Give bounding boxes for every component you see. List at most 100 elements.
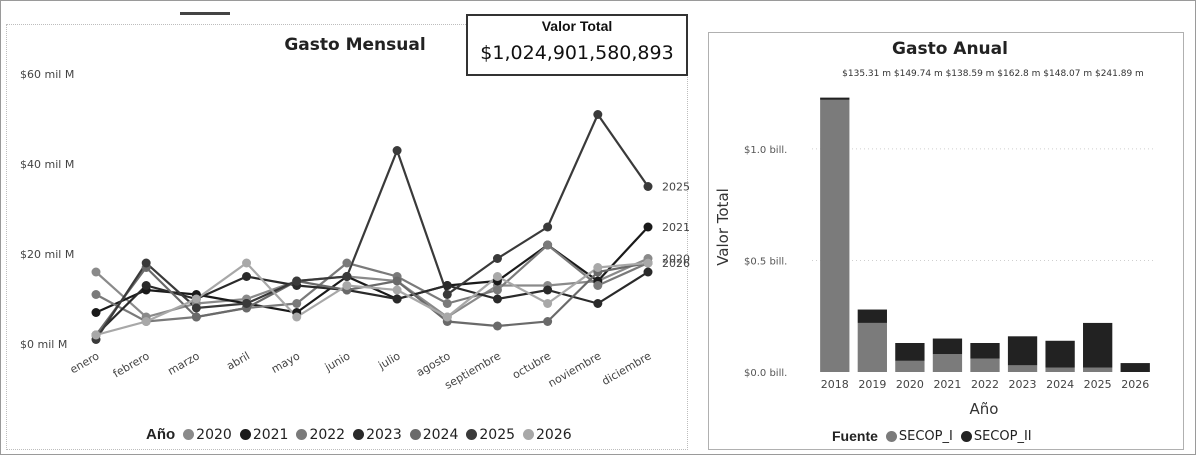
data-point-2024[interactable] <box>392 276 402 286</box>
data-point-2022[interactable] <box>492 285 502 295</box>
legend-item-SECOP_I[interactable]: SECOP_I <box>885 428 953 444</box>
monthly-x-tick: mayo <box>269 349 302 376</box>
bar-SECOP_I-2025[interactable] <box>1083 367 1113 372</box>
bar-SECOP_I-2022[interactable] <box>970 358 1000 372</box>
bar-SECOP_II-2026[interactable] <box>1120 363 1150 372</box>
annual-spending-chart: Gasto Anual $135.31 m $149.74 m $138.59 … <box>714 39 1154 418</box>
annual-x-axis-label: Año <box>970 400 999 418</box>
data-point-2021[interactable] <box>643 222 653 232</box>
series-end-label: 2025 <box>662 181 690 194</box>
monthly-x-tick: octubre <box>510 349 553 381</box>
data-point-2025[interactable] <box>442 290 452 299</box>
series-line-2026[interactable] <box>95 261 649 337</box>
monthly-spending-chart: Gasto Mensual $0 mil M $20 mil M $40 mil M… <box>20 35 690 392</box>
data-point-2025[interactable] <box>643 182 653 191</box>
bar-SECOP_II-2018[interactable] <box>820 97 850 100</box>
data-point-2026[interactable] <box>442 312 452 322</box>
bar-SECOP_I-2023[interactable] <box>1007 365 1038 372</box>
data-point-2025[interactable] <box>191 303 201 313</box>
data-point-2026[interactable] <box>392 285 402 295</box>
bar-SECOP_I-2021[interactable] <box>932 354 963 372</box>
bar-SECOP_II-2023[interactable] <box>1007 336 1038 366</box>
bar-SECOP_I-2018[interactable] <box>820 99 850 372</box>
series-line-2023[interactable] <box>95 271 649 336</box>
bar-SECOP_I-2024[interactable] <box>1045 367 1075 372</box>
annual-y-tick: $0.0 bill. <box>744 368 787 379</box>
data-point-2026[interactable] <box>492 272 502 281</box>
data-point-2024[interactable] <box>492 321 502 331</box>
data-point-2026[interactable] <box>593 263 603 272</box>
data-point-2023[interactable] <box>242 272 252 281</box>
monthly-y-tick: $60 mil M <box>20 68 74 81</box>
bar-SECOP_II-2022[interactable] <box>970 343 1000 359</box>
data-point-2025[interactable] <box>292 276 302 286</box>
data-point-2026[interactable] <box>141 317 151 326</box>
data-point-2023[interactable] <box>543 285 553 295</box>
data-point-2025[interactable] <box>492 254 502 263</box>
focus-mode-handle[interactable] <box>180 12 230 15</box>
legend-item-2021[interactable]: 2021 <box>239 427 288 443</box>
data-point-2023[interactable] <box>392 294 402 304</box>
data-point-2025[interactable] <box>141 258 151 268</box>
bar-SECOP_II-2020[interactable] <box>895 343 925 361</box>
data-point-2026[interactable] <box>543 299 553 308</box>
series-line-2025[interactable] <box>95 112 649 341</box>
data-point-2026[interactable] <box>191 294 201 304</box>
series-line-2022[interactable] <box>95 243 649 323</box>
bar-SECOP_II-2021[interactable] <box>932 338 963 355</box>
legend-item-2024[interactable]: 2024 <box>409 426 459 443</box>
legend-dot-icon <box>960 430 972 442</box>
total-value-card[interactable]: Valor Total $1,024,901,580,893 <box>466 14 688 76</box>
legend-dot-icon <box>353 429 365 440</box>
data-point-2022[interactable] <box>342 258 352 268</box>
monthly-legend: Año 2020 2021 2022 2023 2024 2025 2026 <box>146 426 572 443</box>
legend-item-SECOP_II[interactable]: SECOP_II <box>960 429 1032 444</box>
data-point-2022[interactable] <box>292 299 302 308</box>
monthly-y-tick: $20 mil M <box>20 248 74 261</box>
data-point-2026[interactable] <box>292 312 302 322</box>
data-point-2024[interactable] <box>543 317 553 326</box>
data-point-2026[interactable] <box>91 330 101 340</box>
data-point-2020[interactable] <box>91 267 101 277</box>
data-point-2023[interactable] <box>593 299 603 308</box>
data-point-2026[interactable] <box>643 258 653 268</box>
legend-label: 2020 <box>196 426 232 443</box>
annual-x-tick: 2018 <box>821 378 849 391</box>
legend-label: SECOP_I <box>898 428 953 444</box>
series-line-2020[interactable] <box>95 257 649 319</box>
legend-item-2022[interactable]: 2022 <box>296 427 345 443</box>
data-point-2025[interactable] <box>543 222 553 232</box>
data-point-2022[interactable] <box>442 299 452 308</box>
data-point-2022[interactable] <box>91 290 101 299</box>
series-line-2024[interactable] <box>95 261 649 336</box>
bar-SECOP_II-2025[interactable] <box>1083 322 1113 368</box>
legend-item-2023[interactable]: 2023 <box>353 427 402 443</box>
bar-SECOP_I-2020[interactable] <box>895 360 925 372</box>
data-point-2022[interactable] <box>593 281 603 290</box>
data-point-2021[interactable] <box>91 308 101 317</box>
total-value-title: Valor Total <box>541 18 613 34</box>
data-point-2026[interactable] <box>342 281 352 290</box>
data-point-2023[interactable] <box>141 281 151 290</box>
bar-SECOP_I-2019[interactable] <box>857 322 887 372</box>
data-point-2022[interactable] <box>543 240 553 250</box>
bar-SECOP_II-2024[interactable] <box>1045 340 1075 368</box>
data-point-2025[interactable] <box>392 146 402 155</box>
data-point-2024[interactable] <box>191 312 201 322</box>
monthly-y-tick: $0 mil M <box>20 338 67 351</box>
legend-label: 2024 <box>422 426 459 443</box>
data-point-2025[interactable] <box>242 299 252 308</box>
bar-SECOP_II-2019[interactable] <box>857 309 887 323</box>
data-point-2025[interactable] <box>593 110 603 119</box>
data-point-2026[interactable] <box>242 258 252 268</box>
data-point-2023[interactable] <box>643 267 653 277</box>
data-point-2023[interactable] <box>492 294 502 304</box>
annual-x-tick: 2023 <box>1009 378 1037 391</box>
legend-label: 2022 <box>309 426 346 443</box>
data-point-2025[interactable] <box>342 272 352 281</box>
data-point-2023[interactable] <box>442 281 452 290</box>
legend-item-2026[interactable]: 2026 <box>523 427 572 443</box>
legend-item-2020[interactable]: 2020 <box>183 427 232 443</box>
legend-item-2025[interactable]: 2025 <box>466 427 515 443</box>
legend-dot-icon <box>409 429 421 440</box>
